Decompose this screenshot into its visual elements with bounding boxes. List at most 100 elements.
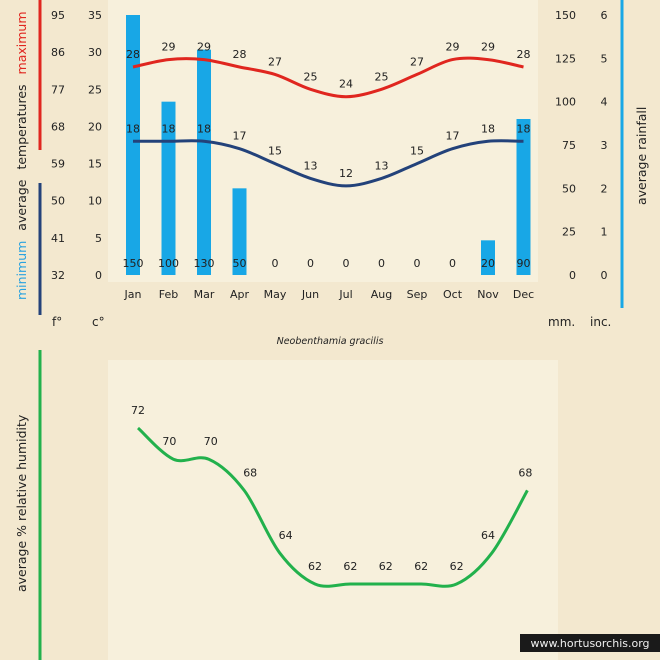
humidity-value-label: 62 <box>450 560 464 573</box>
rainfall-value-label: 20 <box>481 257 495 270</box>
minimum-value-label: 17 <box>233 130 247 143</box>
minimum-word: minimum <box>14 241 29 300</box>
minimum-temperature-line <box>132 139 524 188</box>
minimum-value-label: 18 <box>481 122 495 135</box>
rainfall-bar <box>197 49 211 275</box>
unit-mm: mm. <box>548 315 575 329</box>
watermark: www.hortusorchis.org <box>530 637 649 650</box>
watermark-box <box>520 634 660 652</box>
humidity-chart-layer: 72 70 70 68 64 62 62 62 62 62 64 68 <box>131 404 532 588</box>
minimum-value-label: 13 <box>304 159 318 172</box>
minimum-value-label: 18 <box>126 122 140 135</box>
month-label: Mar <box>194 288 215 301</box>
humidity-value-label: 72 <box>131 404 145 417</box>
mm-tick-label: 75 <box>562 139 576 152</box>
humidity-value-label: 64 <box>279 529 293 542</box>
mm-tick-label: 0 <box>569 269 576 282</box>
month-label: Sep <box>407 288 428 301</box>
month-label: Dec <box>513 288 534 301</box>
humidity-value-label: 68 <box>243 466 257 479</box>
f-tick-label: 59 <box>51 158 65 171</box>
maximum-value-label: 28 <box>517 48 531 61</box>
mm-tick-label: 25 <box>562 226 576 239</box>
mm-tick-label: 50 <box>562 182 576 195</box>
unit-celsius: c° <box>92 315 105 329</box>
temperature-axis-title: minimum average temperatures maximum <box>14 11 29 300</box>
month-label: Aug <box>371 288 392 301</box>
rainfall-bar <box>126 15 140 275</box>
humidity-value-label: 64 <box>481 529 495 542</box>
rainfall-value-label: 0 <box>343 257 350 270</box>
rainfall-value-label: 0 <box>272 257 279 270</box>
humidity-line <box>136 426 529 588</box>
humidity-value-label: 70 <box>162 435 176 448</box>
bottom-plot-panel <box>108 360 558 660</box>
f-tick-label: 41 <box>51 232 65 245</box>
month-label: Oct <box>443 288 463 301</box>
c-tick-label: 30 <box>88 46 102 59</box>
rainfall-bar <box>232 188 247 275</box>
maximum-value-label: 29 <box>162 41 176 54</box>
unit-fahrenheit: f° <box>52 315 62 329</box>
humidity-axis-title: average % relative humidity <box>14 414 29 592</box>
mm-tick-label: 100 <box>555 96 576 109</box>
maximum-value-label: 25 <box>304 70 318 83</box>
mm-tick-label: 125 <box>555 52 576 65</box>
rainfall-value-label: 100 <box>158 257 179 270</box>
f-tick-label: 32 <box>51 269 65 282</box>
maximum-value-label: 25 <box>375 70 389 83</box>
rainfall-value-label: 150 <box>123 257 144 270</box>
rainfall-value-label: 50 <box>233 257 247 270</box>
c-tick-label: 15 <box>88 158 102 171</box>
month-label: Jan <box>124 288 142 301</box>
minimum-value-label: 13 <box>375 159 389 172</box>
f-tick-label: 77 <box>51 83 65 96</box>
minimum-value-label: 17 <box>446 130 460 143</box>
c-tick-label: 0 <box>95 269 102 282</box>
rainfall-value-label: 130 <box>194 257 215 270</box>
rainfall-value-label: 0 <box>307 257 314 270</box>
rainfall-axis-title: average rainfall <box>634 107 649 205</box>
species-name: Neobenthamia gracilis <box>277 336 384 347</box>
maximum-value-label: 27 <box>410 55 424 68</box>
month-label: Jun <box>301 288 319 301</box>
maximum-value-label: 29 <box>197 41 211 54</box>
minimum-value-label: 18 <box>517 122 531 135</box>
month-label: Nov <box>477 288 499 301</box>
minimum-value-label: 18 <box>162 122 176 135</box>
rainfall-value-label: 0 <box>378 257 385 270</box>
month-label: Jul <box>338 288 352 301</box>
maximum-value-label: 27 <box>268 55 282 68</box>
f-tick-label: 50 <box>51 195 65 208</box>
maximum-value-label: 28 <box>126 48 140 61</box>
unit-inches: inc. <box>590 315 611 329</box>
inch-tick-label: 2 <box>601 182 608 195</box>
month-label: Apr <box>230 288 250 301</box>
minimum-value-label: 12 <box>339 167 353 180</box>
maximum-value-label: 28 <box>233 48 247 61</box>
inch-tick-label: 4 <box>601 96 608 109</box>
c-tick-label: 25 <box>88 83 102 96</box>
top-chart-layer: 9586776859504132353025201510501501251007… <box>51 9 608 301</box>
inch-tick-label: 0 <box>601 269 608 282</box>
humidity-value-label: 70 <box>204 435 218 448</box>
rainfall-bar <box>516 119 531 275</box>
month-label: May <box>264 288 287 301</box>
humidity-value-label: 62 <box>379 560 393 573</box>
average-word: average <box>14 179 29 230</box>
c-tick-label: 10 <box>88 195 102 208</box>
rainfall-bar <box>481 240 495 275</box>
minimum-value-label: 18 <box>197 122 211 135</box>
minimum-value-label: 15 <box>410 145 424 158</box>
humidity-value-label: 62 <box>343 560 357 573</box>
rainfall-value-label: 90 <box>517 257 531 270</box>
mm-tick-label: 150 <box>555 9 576 22</box>
f-tick-label: 86 <box>51 46 65 59</box>
inch-tick-label: 3 <box>601 139 608 152</box>
humidity-value-label: 62 <box>414 560 428 573</box>
f-tick-label: 68 <box>51 120 65 133</box>
month-label: Feb <box>159 288 178 301</box>
temperatures-word: temperatures <box>14 84 29 169</box>
rainfall-value-label: 0 <box>449 257 456 270</box>
humidity-value-label: 68 <box>518 466 532 479</box>
